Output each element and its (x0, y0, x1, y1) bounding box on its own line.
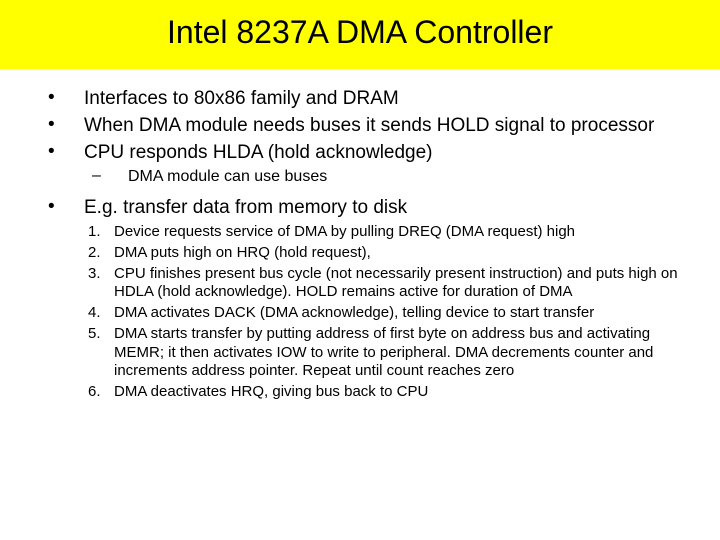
bullet-item: • E.g. transfer data from memory to disk (40, 196, 680, 220)
number-marker: 5. (84, 325, 114, 381)
bullet-marker: • (40, 141, 84, 165)
slide-title: Intel 8237A DMA Controller (0, 14, 720, 51)
number-marker: 1. (84, 223, 114, 242)
sub-bullet-item: – DMA module can use buses (40, 167, 680, 187)
number-marker: 3. (84, 265, 114, 303)
sub-bullet-text: DMA module can use buses (128, 167, 327, 187)
bullet-text: CPU responds HLDA (hold acknowledge) (84, 141, 433, 165)
bullet-marker: • (40, 196, 84, 220)
sub-bullet-marker: – (84, 167, 128, 187)
numbered-item: 1. Device requests service of DMA by pul… (40, 223, 680, 242)
numbered-text: DMA starts transfer by putting address o… (114, 325, 680, 381)
bullet-marker: • (40, 114, 84, 138)
numbered-text: DMA activates DACK (DMA acknowledge), te… (114, 304, 594, 323)
numbered-text: CPU finishes present bus cycle (not nece… (114, 265, 680, 303)
bullet-item: • Interfaces to 80x86 family and DRAM (40, 87, 680, 111)
numbered-text: DMA puts high on HRQ (hold request), (114, 244, 371, 263)
bullet-marker: • (40, 87, 84, 111)
numbered-item: 4. DMA activates DACK (DMA acknowledge),… (40, 304, 680, 323)
bullet-text: Interfaces to 80x86 family and DRAM (84, 87, 399, 111)
bullet-item: • When DMA module needs buses it sends H… (40, 114, 680, 138)
numbered-text: DMA deactivates HRQ, giving bus back to … (114, 383, 428, 402)
numbered-item: 2. DMA puts high on HRQ (hold request), (40, 244, 680, 263)
bullet-text: E.g. transfer data from memory to disk (84, 196, 407, 220)
bullet-item: • CPU responds HLDA (hold acknowledge) (40, 141, 680, 165)
bullet-text: When DMA module needs buses it sends HOL… (84, 114, 654, 138)
number-marker: 4. (84, 304, 114, 323)
numbered-item: 6. DMA deactivates HRQ, giving bus back … (40, 383, 680, 402)
number-marker: 6. (84, 383, 114, 402)
number-marker: 2. (84, 244, 114, 263)
title-bar: Intel 8237A DMA Controller (0, 0, 720, 69)
slide-content: • Interfaces to 80x86 family and DRAM • … (0, 69, 720, 414)
numbered-item: 3. CPU finishes present bus cycle (not n… (40, 265, 680, 303)
numbered-item: 5. DMA starts transfer by putting addres… (40, 325, 680, 381)
numbered-text: Device requests service of DMA by pullin… (114, 223, 575, 242)
